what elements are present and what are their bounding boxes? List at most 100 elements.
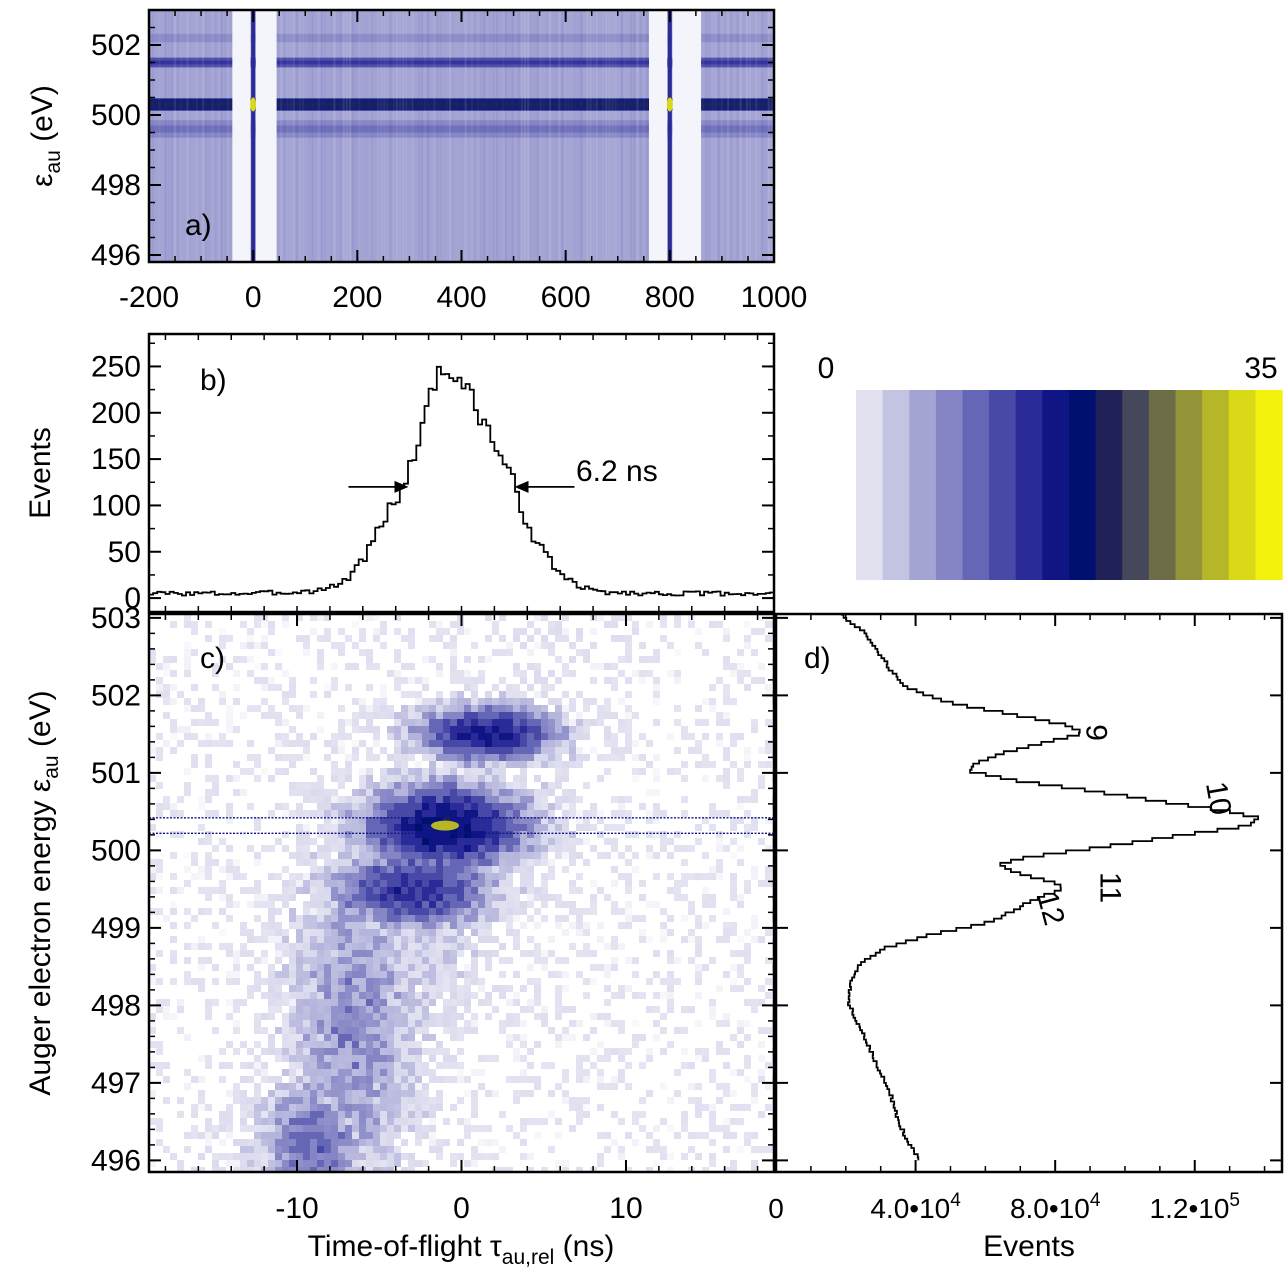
panel-c-cell <box>303 1083 310 1090</box>
panel-c-cell <box>401 866 408 873</box>
panel-c-cell <box>527 803 534 810</box>
panel-c-cell <box>296 859 303 866</box>
panel-c-cell <box>226 943 233 950</box>
panel-c-cell <box>303 845 310 852</box>
panel-c-cell <box>380 789 387 796</box>
panel-c-cell <box>625 1167 632 1172</box>
panel-c-cell <box>373 887 380 894</box>
panel-c-cell <box>387 915 394 922</box>
panel-c-cell <box>331 1132 338 1139</box>
panel-c-cell <box>744 796 751 803</box>
panel-c-cell <box>296 873 303 880</box>
panel-c-cell <box>625 810 632 817</box>
panel-c-cell <box>205 1139 212 1146</box>
panel-c-cell <box>520 817 527 824</box>
panel-c-cell <box>352 1153 359 1160</box>
panel-a-streak <box>755 10 758 262</box>
panel-c-cell <box>275 922 282 929</box>
panel-c-cell <box>716 1097 723 1104</box>
panel-c-cell <box>569 922 576 929</box>
panel-c-cell <box>296 957 303 964</box>
panel-c-cell <box>401 712 408 719</box>
panel-c-cell <box>177 1027 184 1034</box>
panel-c-cell <box>296 1132 303 1139</box>
panel-c-cell <box>583 810 590 817</box>
panel-c-cell <box>520 1090 527 1097</box>
panel-c-cell <box>380 803 387 810</box>
panel-a-gap-1 <box>255 10 277 262</box>
panel-c-cell <box>667 978 674 985</box>
panel-c-cell <box>366 768 373 775</box>
panel-c-cell <box>450 656 457 663</box>
panel-c-cell <box>429 726 436 733</box>
panel-c-cell <box>366 1153 373 1160</box>
panel-c-cell <box>345 1055 352 1062</box>
panel-c-cell <box>303 1055 310 1062</box>
panel-c-cell <box>422 985 429 992</box>
panel-c-cell <box>380 628 387 635</box>
panel-c-cell <box>471 1090 478 1097</box>
panel-c-cell <box>527 1006 534 1013</box>
panel-c-cell <box>366 803 373 810</box>
panel-c-cell <box>415 964 422 971</box>
panel-c-cell <box>520 803 527 810</box>
panel-c-cell <box>429 740 436 747</box>
panel-c-cell <box>520 1125 527 1132</box>
panel-c-cell <box>506 894 513 901</box>
panel-c-cell <box>548 719 555 726</box>
panel-c-cell <box>415 768 422 775</box>
panel-c-cell <box>471 1020 478 1027</box>
panel-c-cell <box>331 1083 338 1090</box>
panel-c-cell <box>457 1118 464 1125</box>
panel-c-cell <box>548 712 555 719</box>
panel-c-cell <box>338 1153 345 1160</box>
panel-c-cell <box>380 1118 387 1125</box>
panel-c-cell <box>366 971 373 978</box>
panel-c-cell <box>534 824 541 831</box>
panel-c-cell <box>758 880 765 887</box>
panel-c-cell <box>695 873 702 880</box>
panel-c-cell <box>464 628 471 635</box>
panel-c-cell <box>310 796 317 803</box>
panel-c-cell <box>478 775 485 782</box>
panel-c-cell <box>450 733 457 740</box>
panel-c-cell <box>492 852 499 859</box>
panel-c-cell <box>485 796 492 803</box>
panel-c-cell <box>254 936 261 943</box>
panel-c-cell <box>492 1167 499 1172</box>
panel-c-cell <box>471 775 478 782</box>
panel-c-cell <box>506 1041 513 1048</box>
panel-c-cell <box>296 782 303 789</box>
panel-c-cell <box>317 978 324 985</box>
panel-c-cell <box>366 1146 373 1153</box>
panel-c-cell <box>513 733 520 740</box>
panel-c-cell <box>513 999 520 1006</box>
panel-c-cell <box>639 915 646 922</box>
panel-c-cell <box>373 1055 380 1062</box>
panel-c-cell <box>688 1062 695 1069</box>
panel-c-cell <box>254 852 261 859</box>
panel-c-cell <box>352 740 359 747</box>
panel-c-cell <box>611 992 618 999</box>
panel-a-streak <box>586 10 589 262</box>
panel-c-cell <box>324 810 331 817</box>
panel-c-cell <box>149 1013 156 1020</box>
panel-a-streak <box>539 10 542 262</box>
panel-c-cell <box>541 754 548 761</box>
panel-c-cell <box>366 1083 373 1090</box>
panel-c-cell <box>681 845 688 852</box>
panel-c-cell <box>415 761 422 768</box>
panel-c-cell <box>387 929 394 936</box>
panel-c-cell <box>177 740 184 747</box>
panel-c-cell <box>422 817 429 824</box>
panel-c-cell <box>191 1167 198 1172</box>
panel-c-cell <box>513 915 520 922</box>
panel-c-cell <box>373 1062 380 1069</box>
panel-c-cell <box>555 621 562 628</box>
panel-c-cell <box>366 943 373 950</box>
panel-c-cell <box>436 698 443 705</box>
panel-c-cell <box>317 1083 324 1090</box>
panel-c-cell <box>632 1034 639 1041</box>
panel-c-cell <box>450 810 457 817</box>
panel-c-cell <box>408 628 415 635</box>
